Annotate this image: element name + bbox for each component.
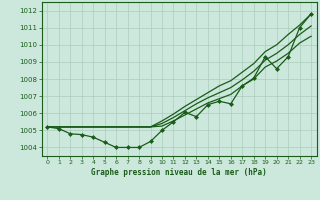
X-axis label: Graphe pression niveau de la mer (hPa): Graphe pression niveau de la mer (hPa)	[91, 168, 267, 177]
